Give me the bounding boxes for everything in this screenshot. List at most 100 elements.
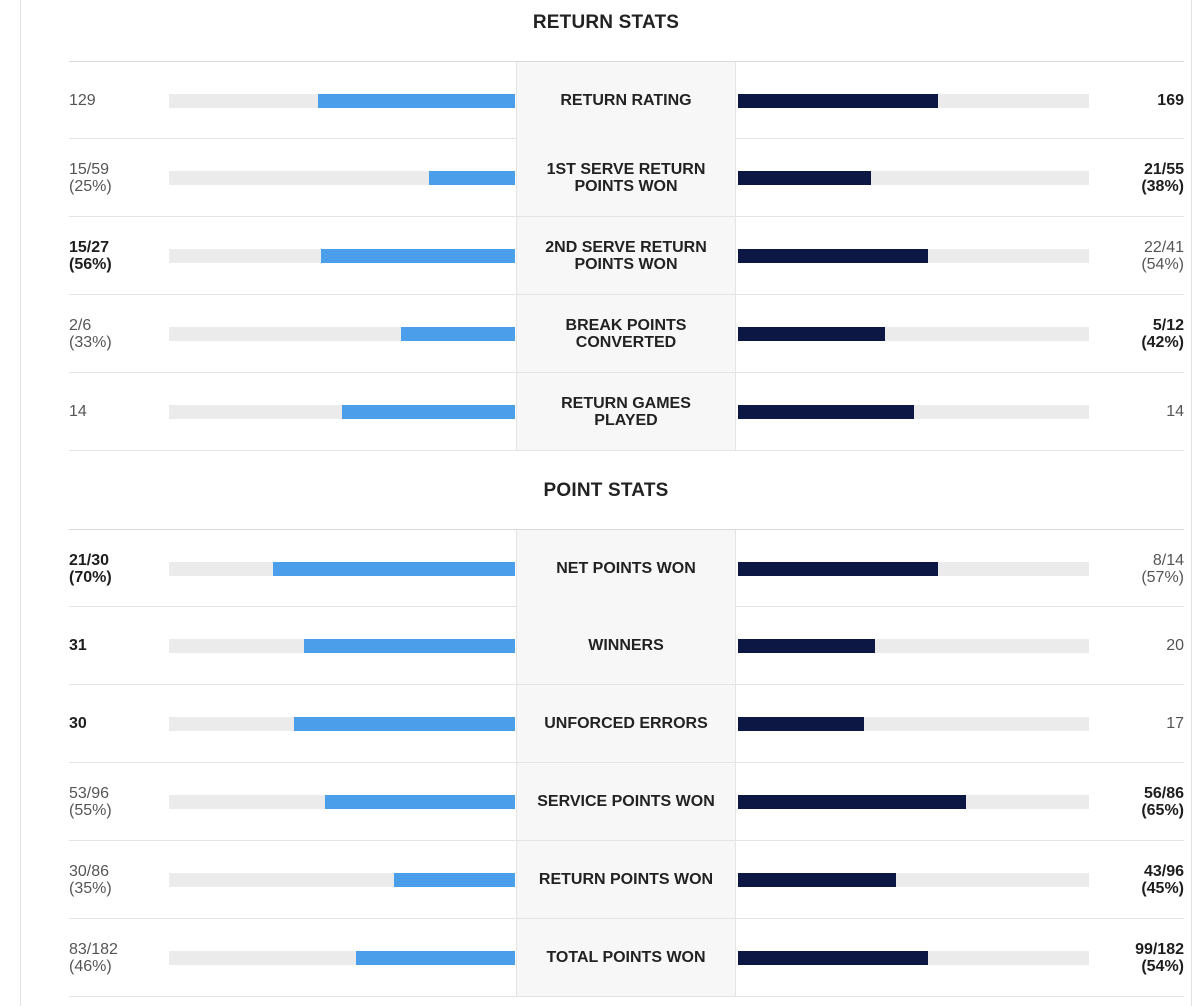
- stat-value-main: 15/27: [69, 238, 110, 256]
- player-1-bar-fill: [393, 873, 515, 887]
- player-2-bar-fill: [738, 795, 967, 809]
- player-2-bar-track: [738, 327, 1089, 341]
- stat-value-main: 17: [1166, 715, 1184, 732]
- player-2-value: 20: [1166, 607, 1184, 684]
- stat-label: 2ND SERVE RETURN POINTS WON: [516, 217, 736, 294]
- stat-value-percent: (46%): [69, 957, 112, 975]
- player-1-value: 14: [69, 373, 87, 450]
- stat-label: RETURN RATING: [516, 62, 736, 139]
- player-2-bar-track: [738, 873, 1089, 887]
- player-1-bar-fill: [342, 405, 515, 419]
- stat-value-percent: (45%): [1141, 879, 1184, 897]
- match-stats-panel: RETURN STATS 129 RETURN RATING 169 15/59 (2…: [20, 0, 1192, 1006]
- stat-value-main: 31: [69, 637, 87, 654]
- stat-value-percent: (70%): [69, 568, 112, 586]
- stat-value-main: 53/96: [69, 784, 110, 802]
- player-2-value: 56/86 (65%): [1141, 763, 1184, 840]
- player-1-value: 15/59 (25%): [69, 139, 112, 216]
- stat-value-percent: (56%): [69, 255, 112, 273]
- stat-label: RETURN POINTS WON: [516, 841, 736, 918]
- stat-value-main: 169: [1157, 92, 1184, 109]
- player-2-value: 43/96 (45%): [1141, 841, 1184, 918]
- stat-row-1st-serve-return-points-won: 15/59 (25%) 1ST SERVE RETURN POINTS WON 21/…: [69, 139, 1184, 217]
- player-1-bar-fill: [317, 94, 515, 108]
- player-2-bar-track: [738, 94, 1089, 108]
- player-1-value: 53/96 (55%): [69, 763, 112, 840]
- stat-value-main: 5/12: [1152, 316, 1184, 334]
- player-2-bar-track: [738, 171, 1089, 185]
- stat-label: BREAK POINTS CONVERTED: [516, 295, 736, 372]
- player-2-bar-fill: [738, 171, 872, 185]
- stat-value-percent: (65%): [1141, 801, 1184, 819]
- stat-value-main: 2/6: [69, 316, 92, 334]
- stat-value-main: 8/14: [1152, 551, 1184, 569]
- player-2-value: 14: [1166, 373, 1184, 450]
- player-1-bar-fill: [303, 639, 515, 653]
- player-2-value: 8/14 (57%): [1141, 530, 1184, 607]
- stat-value-percent: (55%): [69, 801, 112, 819]
- player-2-bar-fill: [738, 327, 886, 341]
- player-1-bar-track: [169, 795, 515, 809]
- player-1-bar-track: [169, 249, 515, 263]
- player-1-bar-fill: [428, 171, 515, 185]
- stat-value-main: 14: [69, 403, 87, 420]
- stat-value-percent: (57%): [1141, 568, 1184, 586]
- player-2-bar-track: [738, 562, 1089, 576]
- player-2-bar-track: [738, 249, 1089, 263]
- stat-value-main: 83/182: [69, 940, 118, 958]
- player-1-value: 83/182 (46%): [69, 919, 118, 996]
- player-1-bar-fill: [321, 249, 515, 263]
- player-1-value: 15/27 (56%): [69, 217, 112, 294]
- player-1-bar-track: [169, 562, 515, 576]
- stat-row-total-points-won: 83/182 (46%) TOTAL POINTS WON 99/182 (54%): [69, 919, 1184, 997]
- stat-label: RETURN GAMES PLAYED: [516, 373, 736, 450]
- section-title-point-stats: POINT STATS: [543, 480, 669, 501]
- player-2-bar-fill: [738, 94, 939, 108]
- stat-row-winners: 31 WINNERS 20: [69, 607, 1184, 685]
- stat-label: 1ST SERVE RETURN POINTS WON: [516, 139, 736, 216]
- player-1-bar-track: [169, 639, 515, 653]
- stat-value-main: 21/30: [69, 551, 110, 569]
- stat-row-return-games-played: 14 RETURN GAMES PLAYED 14: [69, 373, 1184, 451]
- section-title-return-stats: RETURN STATS: [532, 12, 680, 33]
- player-1-bar-track: [169, 171, 515, 185]
- player-2-bar-track: [738, 639, 1089, 653]
- stat-row-return-rating: 129 RETURN RATING 169: [69, 61, 1184, 139]
- player-1-bar-track: [169, 405, 515, 419]
- stat-row-break-points-converted: 2/6 (33%) BREAK POINTS CONVERTED 5/12 (42%): [69, 295, 1184, 373]
- player-2-bar-fill: [738, 873, 896, 887]
- player-2-bar-track: [738, 405, 1089, 419]
- stat-value-percent: (33%): [69, 333, 112, 351]
- stat-value-percent: (54%): [1141, 957, 1184, 975]
- stat-value-main: 43/96: [1143, 862, 1184, 880]
- player-1-bar-fill: [324, 795, 515, 809]
- player-2-bar-fill: [738, 249, 928, 263]
- player-1-value: 31: [69, 607, 87, 684]
- player-1-value: 30: [69, 685, 87, 762]
- stat-value-percent: (42%): [1141, 333, 1184, 351]
- stat-value-percent: (38%): [1141, 177, 1184, 195]
- player-2-bar-track: [738, 795, 1089, 809]
- stat-row-2nd-serve-return-points-won: 15/27 (56%) 2ND SERVE RETURN POINTS WON 22/…: [69, 217, 1184, 295]
- player-1-value: 30/86 (35%): [69, 841, 112, 918]
- stat-row-unforced-errors: 30 UNFORCED ERRORS 17: [69, 685, 1184, 763]
- player-1-bar-track: [169, 94, 515, 108]
- stat-value-main: 15/59: [69, 160, 110, 178]
- player-1-bar-track: [169, 327, 515, 341]
- player-2-bar-fill: [738, 405, 914, 419]
- player-1-bar-fill: [400, 327, 515, 341]
- stat-row-service-points-won: 53/96 (55%) SERVICE POINTS WON 56/86 (65%): [69, 763, 1184, 841]
- stat-label: TOTAL POINTS WON: [516, 919, 736, 996]
- player-1-bar-fill: [293, 717, 515, 731]
- player-2-value: 99/182 (54%): [1135, 919, 1184, 996]
- stat-value-main: 56/86: [1143, 784, 1184, 802]
- stat-label: NET POINTS WON: [516, 530, 736, 607]
- stat-row-return-points-won: 30/86 (35%) RETURN POINTS WON 43/96 (45%): [69, 841, 1184, 919]
- player-2-bar-track: [738, 951, 1089, 965]
- player-1-value: 129: [69, 62, 96, 139]
- stat-value-percent: (35%): [69, 879, 112, 897]
- stat-label: SERVICE POINTS WON: [516, 763, 736, 840]
- stat-value-main: 99/182: [1135, 940, 1184, 958]
- stat-label: UNFORCED ERRORS: [516, 685, 736, 762]
- player-2-value: 5/12 (42%): [1141, 295, 1184, 372]
